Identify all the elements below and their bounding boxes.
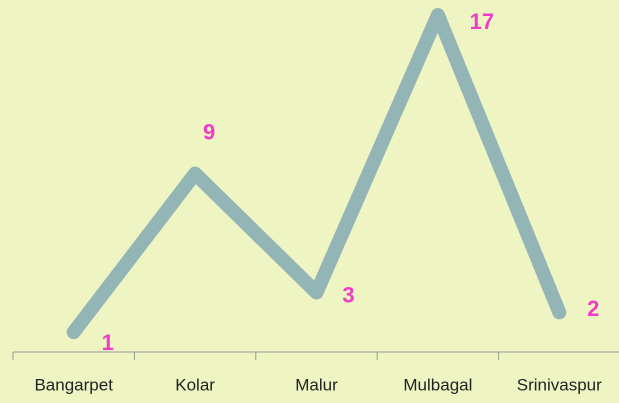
value-label: 2: [587, 296, 599, 321]
line: [66, 8, 567, 340]
x-tick-label: Malur: [295, 375, 338, 394]
value-label: 3: [342, 282, 354, 307]
value-label: 17: [470, 9, 494, 34]
x-tick-label: Srinivaspur: [517, 375, 602, 394]
x-tick-label: Mulbagal: [403, 375, 472, 394]
value-label: 1: [102, 330, 114, 355]
value-label: 9: [203, 119, 215, 144]
x-tick-label: Kolar: [175, 375, 215, 394]
x-tick-label: Bangarpet: [34, 375, 113, 394]
